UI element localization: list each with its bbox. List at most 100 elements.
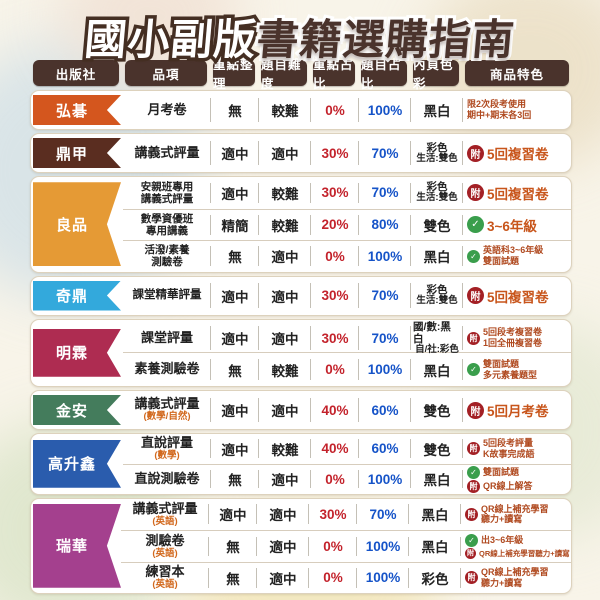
publisher-ribbon-wrap: 明霖 [31,320,123,387]
publisher-ribbon-wrap: 高升鑫 [31,434,123,494]
question-pct-value: 80% [371,217,399,233]
page-color-value: 雙色 [423,442,451,458]
card-rows: 課堂精華評量 適中 適中 30% 70% 彩色 生活:雙色附 5回複習卷 [123,277,571,315]
summary-cell: 無 [209,531,257,562]
feature-text: QR線上補充學習聽力+讀寫 [479,548,570,558]
item-cell: 講義式評量 [123,134,211,172]
question-pct-value: 100% [367,248,403,264]
summary-value: 無 [228,250,242,266]
publisher-ribbon: 瑞華 [33,503,121,588]
focus-pct-cell: 40% [311,391,359,429]
feature-text: 雙面試題 [483,466,520,477]
summary-value: 適中 [221,332,249,348]
publisher-cards: 弘碁 月考卷無較難 0% 100% 黑白 限2次段考使用 期中+期末各3回 鼎甲 講義式評量 適中… [30,90,572,595]
publisher-ribbon: 金安 [33,395,121,426]
question-pct-value: 60% [371,441,399,457]
question-pct-cell: 70% [359,177,411,209]
question-pct-value: 100% [367,102,403,118]
difficulty-cell: 適中 [259,134,311,172]
item-cell: 素養測驗卷 [123,353,211,386]
publisher-ribbon: 明霖 [33,328,121,377]
column-header-features: 商品特色 [465,60,569,86]
difficulty-cell: 適中 [257,563,309,594]
feature-lines: 出3~6年級 [481,535,523,546]
feature-item: ✓ 3~6年級 [467,215,537,235]
features-cell: 附 5回段考複習卷 1回全冊複習卷 [463,320,571,357]
question-pct-cell: 70% [359,134,411,172]
attached-badge-icon: 附 [467,144,484,162]
feature-lines: QR線上解答 [483,481,533,492]
feature-lines: 5回段考複習卷 1回全冊複習卷 [483,327,542,349]
feature-item: 附 5回複習卷 [467,183,549,203]
summary-value: 無 [226,571,240,587]
item-cell: 練習本 (英語) [121,563,209,594]
summary-value: 精簡 [221,218,249,234]
summary-cell: 適中 [211,177,259,209]
attached-badge-icon: 附 [465,547,476,559]
focus-pct-value: 30% [321,330,349,346]
feature-item: 限2次段考使用 期中+期末各3回 [467,99,531,121]
page-color-value: 雙色 [423,218,451,234]
features-cell: ✓ 雙面試題附 QR線上解答 [463,465,571,494]
feature-item: 附 QR線上解答 [467,479,533,493]
feature-lines: 英語科3~6年級 雙面試題 [483,245,543,267]
difficulty-value: 較難 [271,104,299,119]
feature-text: 聽力+讀寫 [481,514,523,525]
question-pct-cell: 100% [359,91,411,129]
feature-item: ✓ 雙面試題 [467,465,520,479]
item-name: 素養測驗卷 [134,361,200,377]
focus-pct-cell: 0% [309,563,357,594]
question-pct-value: 100% [367,471,403,487]
item-name: 測驗卷 [151,256,183,269]
publisher-ribbon-wrap: 弘碁 [31,91,123,129]
difficulty-value: 較難 [271,218,299,234]
focus-pct-cell: 30% [311,320,359,357]
feature-lines: QR線上補充學習聽力+讀寫 [481,504,549,526]
item-name: 活潑/素養 [144,244,190,257]
question-pct-cell: 70% [357,499,409,531]
card-rows: 安親班專用 講義式評量 適中 較難 30% 70% 彩色 生活:雙色附 5回複習卷 數學資優班 專用… [123,177,571,272]
item-cell: 測驗卷 (英語) [121,531,209,562]
feature-text: QR線上補充學習 [481,503,549,514]
summary-value: 適中 [221,147,249,162]
table-row: 直說評量 (數學) 適中 較難 40% 60% 雙色附 5回段考評量 K故事完成語 [123,434,571,464]
item-cell: 講義式評量 (英語) [121,499,209,531]
attached-badge-icon: 附 [467,442,480,456]
features-cell: ✓ 雙面試題 多元素養題型 [463,353,571,386]
table-row: 數學資優班 專用講義 精簡 較難 20% 80% 雙色 ✓ 3~6年級 [123,208,571,241]
question-pct-cell: 100% [359,241,411,272]
feature-text: 3~6年級 [487,218,537,234]
item-name: 專用講義 [146,224,188,237]
summary-cell: 適中 [211,134,259,172]
question-pct-cell: 70% [359,320,411,357]
table-row: 直說測驗卷 無 適中 0% 100% 黑白 ✓ 雙面試題附 QR線上解答 [123,463,571,494]
feature-text: 期中+期末各3回 [467,110,532,120]
card-rows: 月考卷 無 較難 0% 100% 黑白 限2次段考使用 期中+期末各3回 [123,91,571,129]
feature-text: 5回複習卷 [487,147,549,162]
page-color-value: 彩色 [426,181,448,194]
features-cell: ✓ 出3~6年級附 QR線上補充學習聽力+讀寫 [461,531,571,562]
feature-item: 附 5回段考複習卷 1回全冊複習卷 [467,327,542,349]
difficulty-value: 適中 [271,289,299,305]
feature-item: 附 5回段考評量 K故事完成語 [467,438,535,460]
publisher-card: 鼎甲 講義式評量 適中 適中 30% 70% 彩色 生活:雙色附 5回複習卷 [30,133,572,173]
page-color-value: 黑白 [421,540,449,556]
question-pct-cell: 100% [357,563,409,594]
feature-lines: 5回月考卷 [487,400,549,420]
publisher-ribbon-wrap: 瑞華 [31,499,121,594]
publisher-card: 奇鼎 課堂精華評量 適中 適中 30% 70% 彩色 生活:雙色附 5回複習卷 [30,275,572,316]
feature-text: 英語科3~6年級 [483,245,544,256]
attached-badge-icon: 附 [467,331,480,345]
question-pct-value: 70% [371,288,399,303]
table-row: 練習本 (英語) 無適中 0% 100% 彩色附 QR線上補充學習 聽力+讀寫 [121,561,571,594]
feature-text: 5回段考複習卷 [483,327,543,338]
difficulty-value: 適中 [271,147,299,162]
page-color-cell: 黑白 [411,353,463,386]
question-pct-cell: 60% [359,434,411,464]
table-row: 素養測驗卷 無 較難 0% 100% 黑白 ✓ 雙面試題 多元素養題型 [123,352,571,386]
column-header-question-pct: 題目占比 [361,58,407,91]
question-pct-value: 70% [371,145,399,161]
table-row: 課堂精華評量 適中 適中 30% 70% 彩色 生活:雙色附 5回複習卷 [123,277,571,315]
feature-lines: QR線上補充學習聽力+讀寫 [479,549,570,558]
